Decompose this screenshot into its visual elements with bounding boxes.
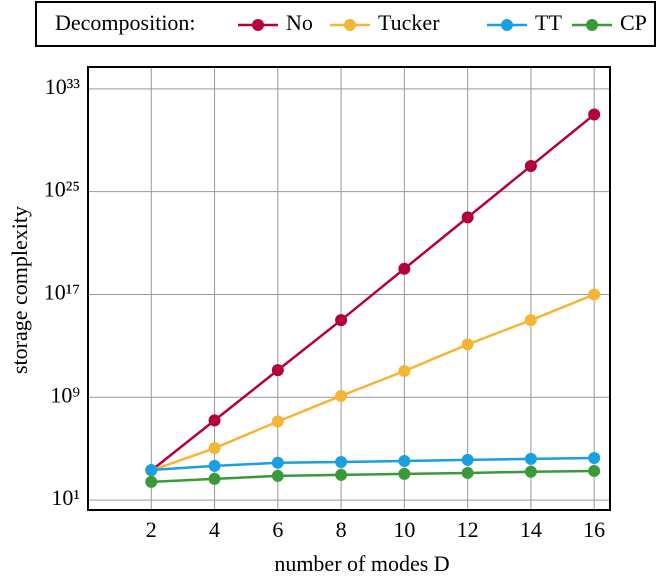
legend-marker bbox=[501, 19, 513, 31]
data-point bbox=[461, 211, 474, 224]
legend-title: Decomposition: bbox=[55, 10, 196, 35]
legend-label: TT bbox=[535, 10, 562, 35]
x-tick-label: 2 bbox=[146, 517, 157, 542]
x-tick-label: 12 bbox=[457, 517, 479, 542]
data-point bbox=[524, 465, 537, 478]
data-point bbox=[208, 472, 221, 485]
data-point bbox=[335, 314, 348, 327]
data-point bbox=[271, 469, 284, 482]
data-point bbox=[398, 365, 411, 378]
data-point bbox=[208, 414, 221, 427]
data-point bbox=[398, 455, 411, 468]
x-tick-label: 6 bbox=[272, 517, 283, 542]
data-point bbox=[208, 459, 221, 472]
data-point bbox=[335, 389, 348, 402]
data-point bbox=[524, 452, 537, 465]
data-point bbox=[145, 464, 158, 477]
series-line bbox=[151, 456, 595, 472]
x-tick-label: 16 bbox=[583, 517, 605, 542]
data-point bbox=[461, 466, 474, 479]
legend-marker bbox=[252, 19, 264, 31]
y-axis-label: storage complexity bbox=[7, 206, 32, 374]
data-point bbox=[461, 453, 474, 466]
series-line bbox=[151, 469, 595, 484]
data-point bbox=[588, 288, 601, 301]
data-point bbox=[335, 468, 348, 481]
data-point bbox=[271, 415, 284, 428]
data-point bbox=[461, 338, 474, 351]
series-line bbox=[150, 293, 595, 472]
legend-marker bbox=[344, 19, 356, 31]
x-axis-label: number of modes D bbox=[274, 551, 449, 576]
legend-marker bbox=[586, 19, 598, 31]
data-point bbox=[398, 467, 411, 480]
legend-label: Tucker bbox=[378, 10, 440, 35]
legend-label: No bbox=[286, 10, 313, 35]
data-point bbox=[524, 159, 537, 172]
y-tick-label: 10²⁵ bbox=[44, 177, 80, 202]
data-point bbox=[271, 364, 284, 377]
y-tick-label: 10⁹ bbox=[50, 382, 80, 407]
plot-frame bbox=[87, 66, 611, 511]
data-point bbox=[335, 455, 348, 468]
x-tick-label: 14 bbox=[520, 517, 542, 542]
data-point bbox=[588, 464, 601, 477]
y-tick-label: 10¹⁷ bbox=[44, 280, 80, 305]
y-tick-label: 10³³ bbox=[45, 74, 81, 99]
x-tick-label: 4 bbox=[209, 517, 220, 542]
legend-label: CP bbox=[620, 10, 647, 35]
x-tick-label: 8 bbox=[336, 517, 347, 542]
data-point bbox=[208, 442, 221, 455]
data-point bbox=[588, 108, 601, 121]
data-point bbox=[145, 475, 158, 488]
data-point bbox=[524, 314, 537, 327]
x-tick-label: 10 bbox=[393, 517, 415, 542]
data-point bbox=[398, 262, 411, 275]
data-point bbox=[588, 451, 601, 464]
series-line bbox=[150, 113, 595, 472]
data-point bbox=[271, 456, 284, 469]
y-tick-label: 10¹ bbox=[51, 485, 80, 510]
